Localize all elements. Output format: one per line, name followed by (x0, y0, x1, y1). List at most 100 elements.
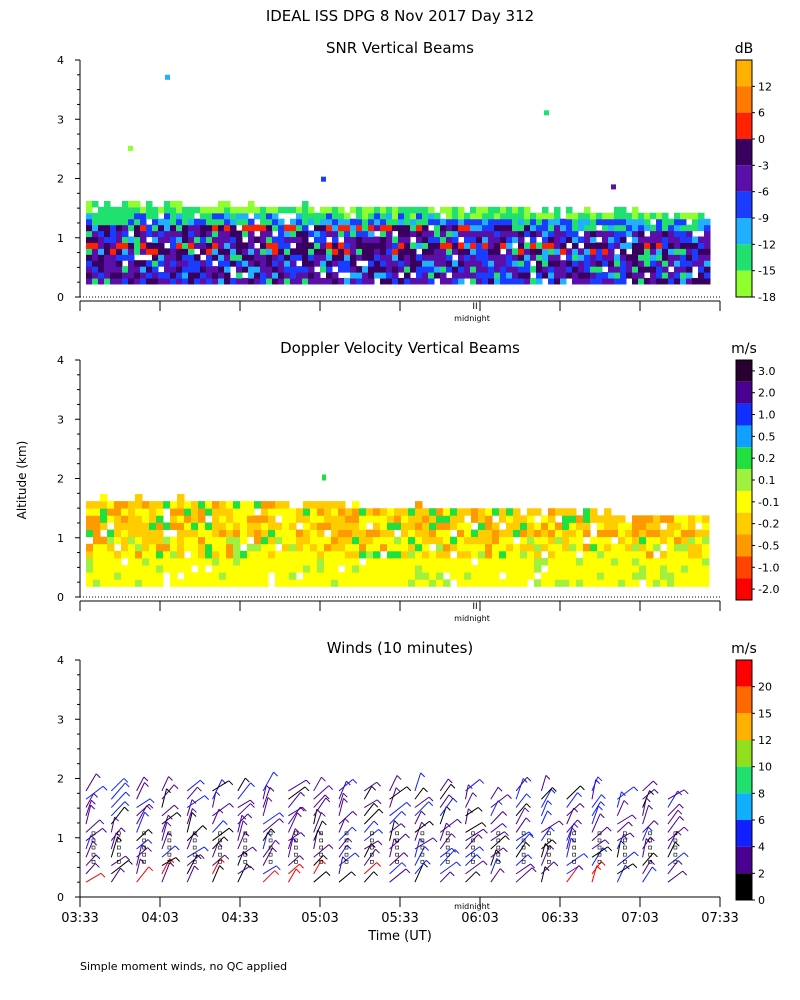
heatmap-cell (224, 224, 231, 232)
wind-barb (262, 847, 273, 866)
heatmap-cell (230, 242, 237, 249)
heatmap-cell (142, 558, 150, 566)
heatmap-cell (200, 236, 207, 243)
heatmap-cell (506, 550, 514, 559)
heatmap-cell (681, 579, 689, 587)
heatmap-cell (128, 515, 136, 523)
heatmap-cell (692, 242, 699, 249)
heatmap-cell (380, 565, 388, 573)
wind-barb (136, 866, 150, 883)
heatmap-cell (248, 230, 255, 238)
wind-barb (161, 815, 169, 833)
heatmap-cell (272, 248, 279, 255)
heatmap-cell (374, 218, 381, 226)
heatmap-cell (290, 206, 297, 214)
wind-barb (161, 776, 169, 792)
heatmap-cell (268, 543, 276, 552)
heatmap-cell (107, 515, 115, 523)
heatmap-cell (440, 230, 447, 238)
heatmap-cell (394, 515, 402, 523)
heatmap-cell (303, 550, 311, 559)
heatmap-cell (569, 579, 577, 587)
heatmap-cell (317, 536, 325, 545)
heatmap-cell (450, 565, 458, 573)
wind-barb-feather (148, 866, 154, 872)
wind-barb-feather (653, 852, 658, 858)
heatmap-cell (177, 508, 185, 516)
heatmap-cell (560, 266, 567, 273)
heatmap-cell (702, 579, 710, 587)
heatmap-cell (194, 230, 201, 238)
heatmap-cell (86, 565, 94, 573)
y-tick-label: 1 (57, 532, 64, 545)
heatmap-cell (86, 272, 93, 279)
heatmap-cell (278, 266, 285, 273)
wind-barb (642, 866, 653, 883)
wind-barb-feather (502, 823, 507, 828)
heatmap-cell (584, 206, 591, 214)
wind-barb-feather (273, 771, 278, 777)
heatmap-cell (205, 536, 213, 545)
heatmap-cell (282, 558, 290, 566)
heatmap-cell (218, 254, 225, 261)
wind-barb (161, 788, 168, 808)
heatmap-cell (275, 565, 283, 573)
wind-barb-feather (346, 844, 352, 850)
wind-barb-feather (321, 859, 326, 865)
heatmap-cell (254, 272, 261, 279)
heatmap-cell (242, 230, 249, 238)
heatmap-cell (248, 248, 255, 255)
heatmap-cell (422, 277, 429, 285)
heatmap-cell (278, 260, 285, 267)
heatmap-cell (506, 515, 514, 523)
wind-calm-marker (192, 859, 197, 864)
heatmap-cell (667, 558, 675, 566)
heatmap-cell (512, 212, 519, 220)
heatmap-cell (548, 242, 555, 249)
heatmap-cell (614, 277, 621, 285)
heatmap-cell (492, 558, 500, 566)
wind-barb (110, 867, 121, 883)
heatmap-cell (359, 543, 367, 552)
wind-barb-feather (405, 868, 411, 874)
wind-barb-feather (324, 794, 330, 800)
heatmap-cell (554, 272, 561, 279)
wind-calm-marker (622, 852, 627, 857)
heatmap-cell (247, 558, 255, 566)
heatmap-cell (541, 522, 549, 530)
heatmap-cell (476, 224, 483, 232)
heatmap-cell (373, 550, 381, 559)
wind-barb (414, 846, 426, 866)
wind-barb (161, 804, 175, 817)
heatmap-cell (494, 206, 501, 214)
wind-calm-marker (496, 852, 501, 857)
wind-barb (186, 812, 193, 833)
wind-barb-feather (449, 871, 455, 877)
heatmap-cell (597, 579, 605, 587)
heatmap-cell (114, 508, 122, 516)
heatmap-cell (440, 236, 447, 243)
heatmap-cell (247, 522, 255, 530)
heatmap-cell (135, 494, 143, 502)
heatmap-cell (98, 224, 105, 232)
heatmap-cell (590, 543, 598, 552)
heatmap-cell (368, 224, 375, 232)
heatmap-cell (464, 212, 471, 220)
heatmap-cell (380, 536, 388, 545)
heatmap-cell (626, 218, 633, 226)
wind-barb (439, 861, 457, 875)
heatmap-cell (368, 266, 375, 273)
heatmap-cell (416, 254, 423, 261)
heatmap-cell (653, 579, 661, 587)
heatmap-cell (392, 266, 399, 273)
colorbar-label: 20 (758, 681, 772, 694)
heatmap-cell (576, 565, 584, 573)
heatmap-cell (492, 543, 500, 552)
heatmap-cell (218, 242, 225, 249)
heatmap-cell (344, 266, 351, 273)
heatmap-cell (302, 230, 309, 238)
heatmap-cell (320, 254, 327, 261)
heatmap-cell (317, 565, 325, 573)
heatmap-cell (608, 260, 615, 267)
heatmap-cell (428, 266, 435, 273)
